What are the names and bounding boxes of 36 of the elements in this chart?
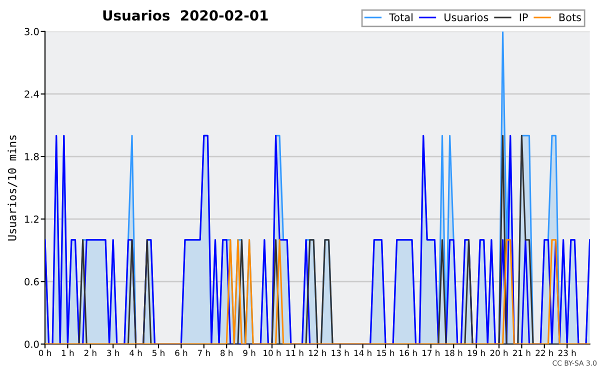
x-tick-label: 16 h <box>400 350 417 356</box>
x-tick-label: 7 h <box>198 350 210 356</box>
x-tick-label: 13 h <box>332 350 349 356</box>
x-tick-label: 17 h <box>422 350 440 356</box>
legend-label: Usuarios <box>444 13 488 22</box>
y-axis-title: Usuarios/10 mins <box>8 135 18 240</box>
legend-label: Total <box>389 13 412 22</box>
x-tick-label: 1 h <box>62 350 74 356</box>
y-tick-label: 1.2 <box>25 216 38 223</box>
legend-label: IP <box>520 14 528 22</box>
x-tick-label: 15 h <box>377 350 394 356</box>
y-tick-label: 3.0 <box>24 28 39 36</box>
x-tick-label: 20 h <box>490 350 508 356</box>
x-tick-label: 3 h <box>107 350 120 356</box>
x-tick-label: 10 h <box>264 350 281 356</box>
legend-label: Bots <box>559 14 581 22</box>
x-tick-label: 5 h <box>152 350 164 356</box>
y-tick-label: 2.4 <box>24 90 39 98</box>
x-tick-label: 22 h <box>536 350 553 356</box>
x-tick-label: 23 h <box>558 350 576 356</box>
chart-title: Usuarios 2020-02-01 <box>103 10 268 21</box>
x-tick-label: 6 h <box>175 350 188 356</box>
x-tick-label: 18 h <box>445 350 462 356</box>
y-tick-label: 1.8 <box>25 152 39 160</box>
x-tick-label: 14 h <box>354 350 372 356</box>
y-tick-label: 0.6 <box>24 278 39 286</box>
x-tick-label: 19 h <box>468 350 485 356</box>
x-tick-label: 11 h <box>286 350 304 356</box>
x-tick-label: 9 h <box>243 350 256 356</box>
x-tick-label: 21 h <box>513 350 530 356</box>
x-tick-label: 12 h <box>309 350 326 356</box>
x-tick-label: 2 h <box>84 350 96 356</box>
x-tick-label: 8 h <box>220 350 233 356</box>
x-tick-label: 4 h <box>130 350 142 356</box>
y-tick-label: 0.0 <box>24 340 39 348</box>
x-tick-label: 0 h <box>38 350 51 356</box>
